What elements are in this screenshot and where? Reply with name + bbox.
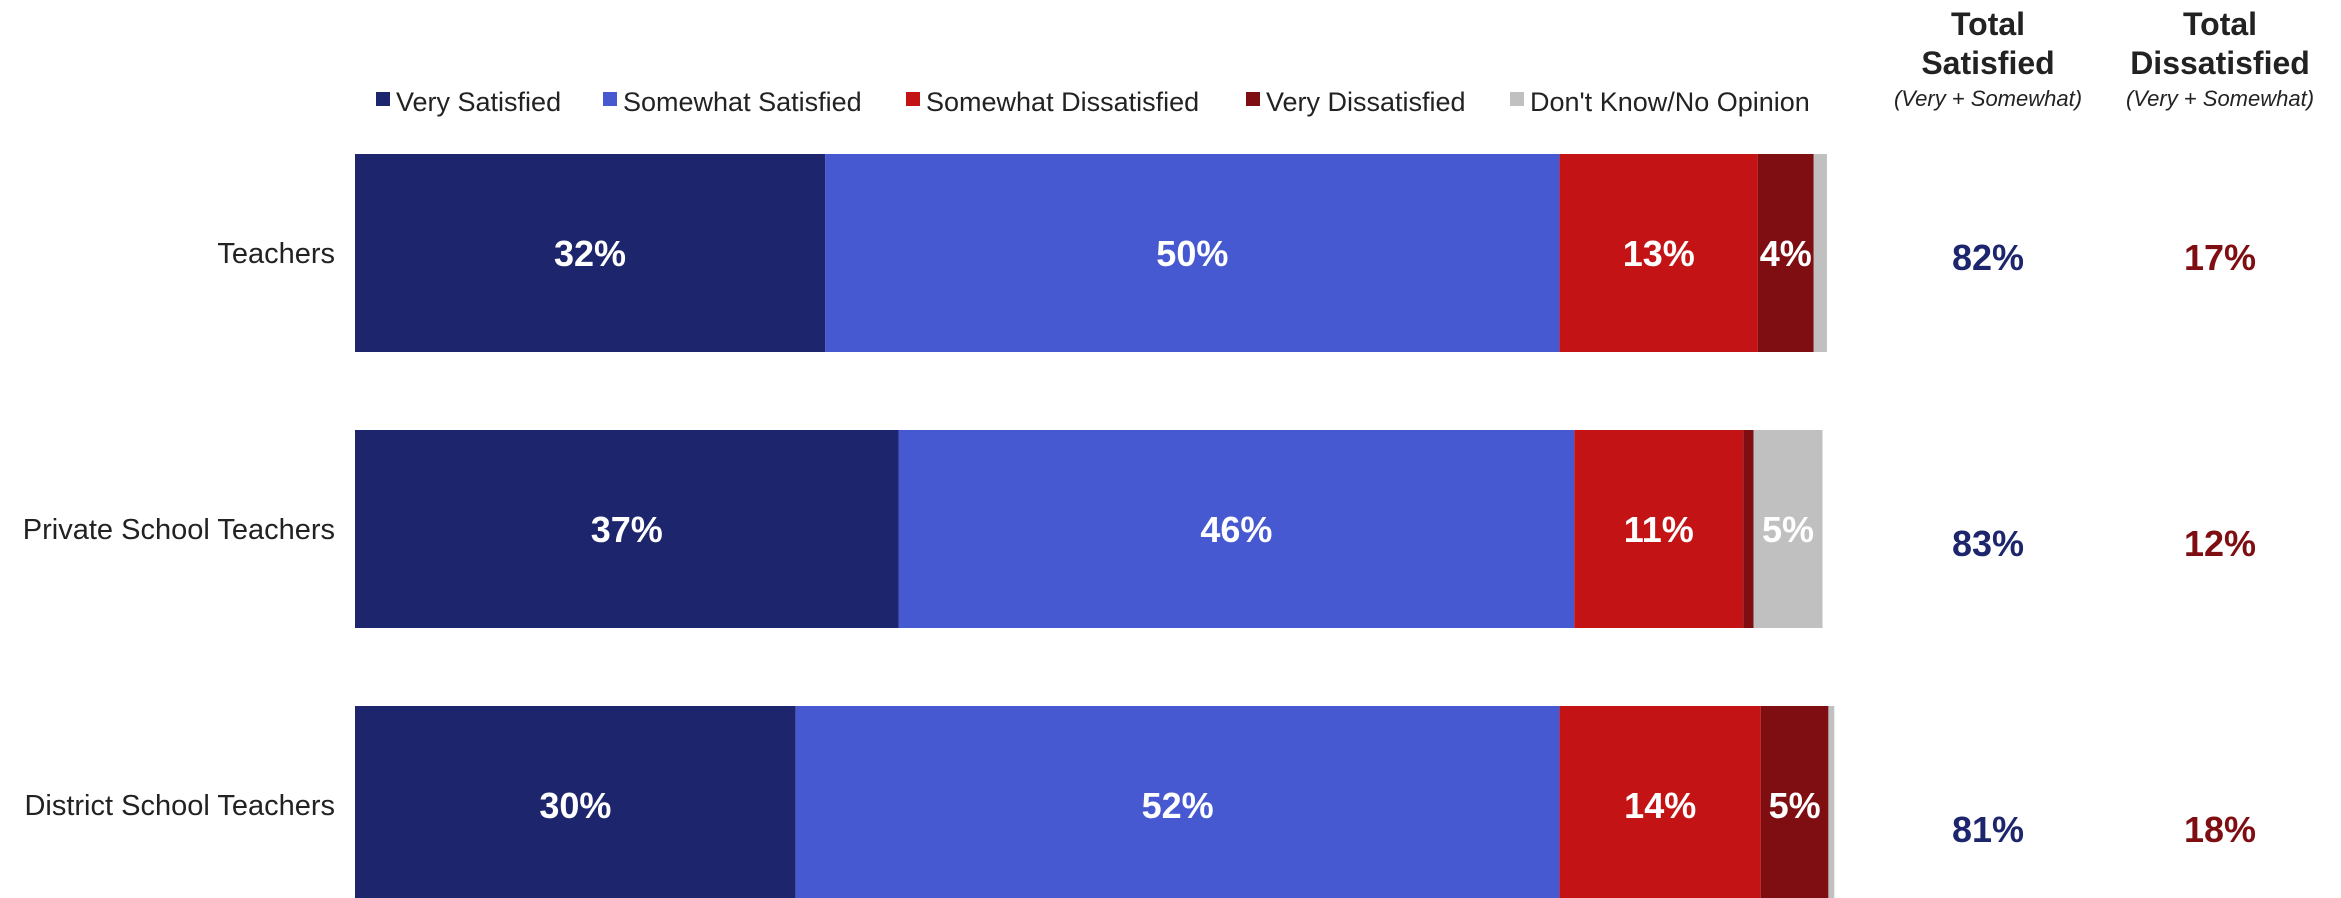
data-label: 46% bbox=[1200, 509, 1272, 550]
bar-segment-very-dissatisfied bbox=[1760, 706, 1829, 898]
category-label: Private School Teachers bbox=[23, 514, 335, 546]
bar-segment-somewhat-satisfied bbox=[795, 706, 1560, 898]
category-label: District School Teachers bbox=[24, 790, 335, 822]
bar-segment-somewhat-dissatisfied bbox=[1559, 706, 1761, 898]
totals-title-line2: Satisfied bbox=[1921, 45, 2054, 81]
data-label: 11% bbox=[1624, 509, 1694, 550]
legend: Very Satisfied Somewhat Satisfied Somewhat… bbox=[376, 87, 1810, 117]
total-value-dissatisfied: 12% bbox=[2184, 523, 2256, 564]
bar-segment-very-dissatisfied bbox=[1757, 154, 1814, 352]
total-value-satisfied: 82% bbox=[1952, 237, 2024, 278]
legend-swatch bbox=[603, 92, 617, 106]
bar-segment-very-satisfied bbox=[355, 154, 826, 352]
data-label: 5% bbox=[1769, 785, 1821, 826]
bar-segment-very-satisfied bbox=[355, 706, 796, 898]
legend-item-somewhat-dissatisfied: Somewhat Dissatisfied bbox=[906, 87, 1199, 117]
totals-subtitle: (Very + Somewhat) bbox=[1894, 86, 2082, 111]
bar-row-teachers: 32% 50% 13% 4% bbox=[355, 154, 1827, 352]
total-value-satisfied: 83% bbox=[1952, 523, 2024, 564]
legend-label: Somewhat Dissatisfied bbox=[926, 87, 1199, 117]
legend-item-very-satisfied: Very Satisfied bbox=[376, 87, 561, 117]
legend-label: Don't Know/No Opinion bbox=[1530, 87, 1810, 117]
bars: 32% 50% 13% 4% 37% 46% 11% 5% 30% 52% 14% 5% bbox=[355, 154, 1835, 898]
bar-segment-somewhat-satisfied bbox=[898, 430, 1575, 628]
data-label: 4% bbox=[1760, 233, 1812, 274]
data-label: 14% bbox=[1624, 785, 1696, 826]
legend-swatch bbox=[1246, 92, 1260, 106]
total-value-dissatisfied: 18% bbox=[2184, 809, 2256, 850]
data-label: 5% bbox=[1762, 509, 1814, 550]
bar-segment-somewhat-dissatisfied bbox=[1574, 430, 1744, 628]
legend-label: Very Satisfied bbox=[396, 87, 561, 117]
legend-item-somewhat-satisfied: Somewhat Satisfied bbox=[603, 87, 862, 117]
data-label: 50% bbox=[1156, 233, 1228, 274]
bar-segment-don-t-know-no-opinion bbox=[1828, 706, 1835, 898]
category-labels: Teachers Private School Teachers District … bbox=[23, 238, 335, 822]
data-label: 13% bbox=[1623, 233, 1695, 274]
bar-row-district-school-teachers: 30% 52% 14% 5% bbox=[355, 706, 1835, 898]
legend-label: Very Dissatisfied bbox=[1266, 87, 1466, 117]
total-value-dissatisfied: 17% bbox=[2184, 237, 2256, 278]
category-label: Teachers bbox=[217, 238, 335, 270]
bar-segment-somewhat-dissatisfied bbox=[1559, 154, 1758, 352]
legend-item-don-t-know-no-opinion: Don't Know/No Opinion bbox=[1510, 87, 1810, 117]
bar-row-private-school-teachers: 37% 46% 11% 5% bbox=[355, 430, 1823, 628]
totals-values: 82% 83% 81% 17% 12% 18% bbox=[1952, 237, 2256, 850]
bar-segment-somewhat-satisfied bbox=[825, 154, 1560, 352]
legend-label: Somewhat Satisfied bbox=[623, 87, 862, 117]
total-value-satisfied: 81% bbox=[1952, 809, 2024, 850]
bar-segment-very-dissatisfied bbox=[1743, 430, 1754, 628]
legend-swatch bbox=[376, 92, 390, 106]
legend-swatch bbox=[906, 92, 920, 106]
legend-swatch bbox=[1510, 92, 1524, 106]
data-label: 30% bbox=[539, 785, 611, 826]
legend-item-very-dissatisfied: Very Dissatisfied bbox=[1246, 87, 1466, 117]
data-label: 32% bbox=[554, 233, 626, 274]
totals-title-line1: Total bbox=[1951, 6, 2025, 42]
totals-subtitle: (Very + Somewhat) bbox=[2126, 86, 2314, 111]
data-label: 52% bbox=[1142, 785, 1214, 826]
totals-title-line2: Dissatisfied bbox=[2130, 45, 2310, 81]
bar-segment-don-t-know-no-opinion bbox=[1813, 154, 1827, 352]
bar-segment-very-satisfied bbox=[355, 430, 899, 628]
totals-title-line1: Total bbox=[2183, 6, 2257, 42]
bar-segment-don-t-know-no-opinion bbox=[1753, 430, 1823, 628]
data-label: 37% bbox=[591, 509, 663, 550]
